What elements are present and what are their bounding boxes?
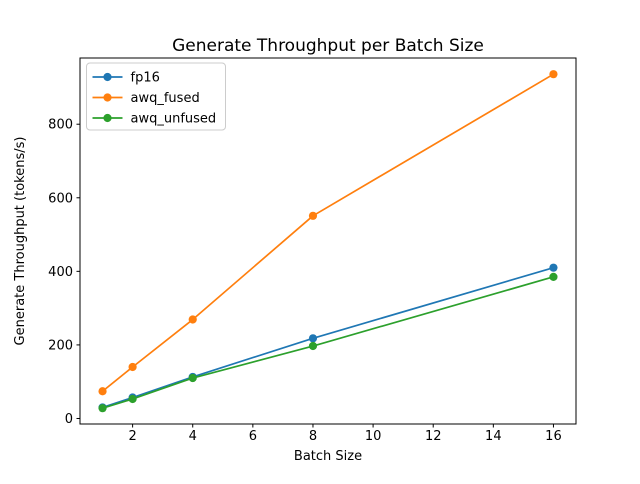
legend-label-fp16: fp16 [131,71,160,86]
series-line-awq_unfused [102,276,554,409]
series-marker-awq_fused [98,387,107,396]
x-axis-label: Batch Size [294,449,362,464]
y-tick-label: 0 [65,412,73,427]
series-marker-awq_fused [308,211,318,220]
y-axis-label: Generate Throughput (tokens/s) [13,137,28,346]
legend-box [86,62,226,131]
series-marker-fp16 [308,334,318,343]
legend-marker [103,72,112,82]
x-tick-label: 6 [249,429,257,444]
legend-marker [103,113,112,123]
chart-title: Generate Throughput per Batch Size [172,36,484,56]
legend-label-awq_fused: awq_fused [131,91,200,106]
x-tick-label: 10 [365,429,382,444]
x-tick-label: 2 [128,429,136,444]
y-tick-label: 600 [48,191,73,206]
legend-label-awq_unfused: awq_unfused [131,112,217,127]
legend-marker [103,93,112,102]
axes-frame [79,57,577,425]
series-marker-awq_unfused [549,272,558,281]
x-tick-label: 8 [309,429,317,444]
series-marker-awq_fused [128,362,137,372]
series-marker-awq_unfused [98,404,107,413]
x-tick-label: 16 [545,429,562,444]
series-marker-awq_fused [549,70,558,79]
series-marker-awq_fused [188,315,197,324]
series-marker-fp16 [549,263,558,272]
series-marker-awq_unfused [128,394,137,404]
y-tick-label: 200 [48,338,73,353]
series-marker-awq_unfused [188,373,197,383]
x-tick-label: 4 [189,429,197,444]
plot-area: 2 4 6 8 10 12 14 16 0 200 400 600 800 fp16 awq_fusedaw… [48,57,577,444]
x-tick-label: 14 [485,429,502,444]
y-tick-label: 800 [48,118,73,133]
series-marker-awq_unfused [308,341,318,351]
x-tick-label: 12 [425,429,442,444]
y-tick-label: 400 [48,265,73,280]
